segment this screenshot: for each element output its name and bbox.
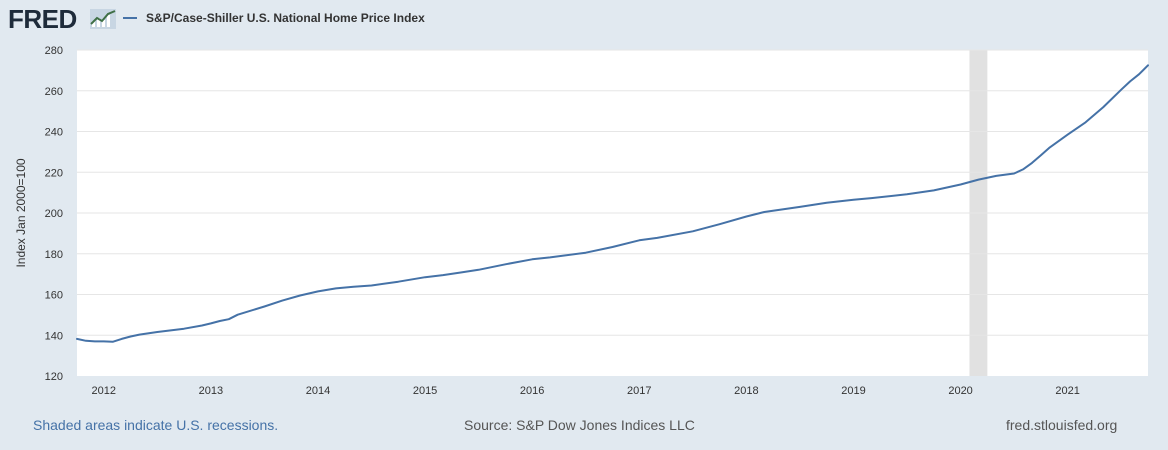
y-axis: 120 140 160 180 200 220 240 260 280 (45, 45, 63, 383)
y-tick-label: 120 (45, 371, 63, 383)
line-chart-icon (90, 9, 116, 29)
series-layer (76, 64, 1149, 343)
recession-note-link[interactable]: Shaded areas indicate U.S. recessions. (33, 417, 279, 433)
chart-header: FRED S&P/Case-Shiller U.S. National Home… (0, 0, 1168, 40)
y-axis-label: Index Jan 2000=100 (14, 158, 28, 267)
x-tick-label: 2020 (948, 385, 972, 397)
y-tick-label: 140 (45, 330, 63, 342)
x-tick-label: 2021 (1055, 385, 1079, 397)
series-line[interactable] (76, 64, 1149, 343)
legend-swatch (123, 17, 137, 19)
source-text: Source: S&P Dow Jones Indices LLC (464, 417, 695, 433)
x-tick-label: 2016 (520, 385, 544, 397)
y-tick-label: 200 (45, 208, 63, 220)
fred-logo[interactable]: FRED (8, 4, 77, 34)
x-tick-label: 2018 (734, 385, 758, 397)
y-tick-label: 220 (45, 167, 63, 179)
y-tick-label: 260 (45, 86, 63, 98)
y-tick-label: 240 (45, 127, 63, 139)
site-link[interactable]: fred.stlouisfed.org (1006, 417, 1118, 433)
chart-legend[interactable]: S&P/Case-Shiller U.S. National Home Pric… (123, 11, 425, 25)
x-tick-label: 2019 (841, 385, 865, 397)
x-tick-label: 2015 (413, 385, 437, 397)
x-axis: 2012 2013 2014 2015 2016 2017 2018 2019 2020 2021 (92, 385, 1080, 397)
x-tick-label: 2014 (306, 385, 330, 397)
y-tick-label: 180 (45, 249, 63, 261)
grid-layer (77, 49, 1148, 336)
y-tick-label: 280 (45, 45, 63, 57)
x-tick-label: 2013 (199, 385, 223, 397)
x-tick-label: 2012 (92, 385, 116, 397)
x-tick-label: 2017 (627, 385, 651, 397)
y-tick-label: 160 (45, 290, 63, 302)
legend-series-label: S&P/Case-Shiller U.S. National Home Pric… (146, 11, 425, 25)
